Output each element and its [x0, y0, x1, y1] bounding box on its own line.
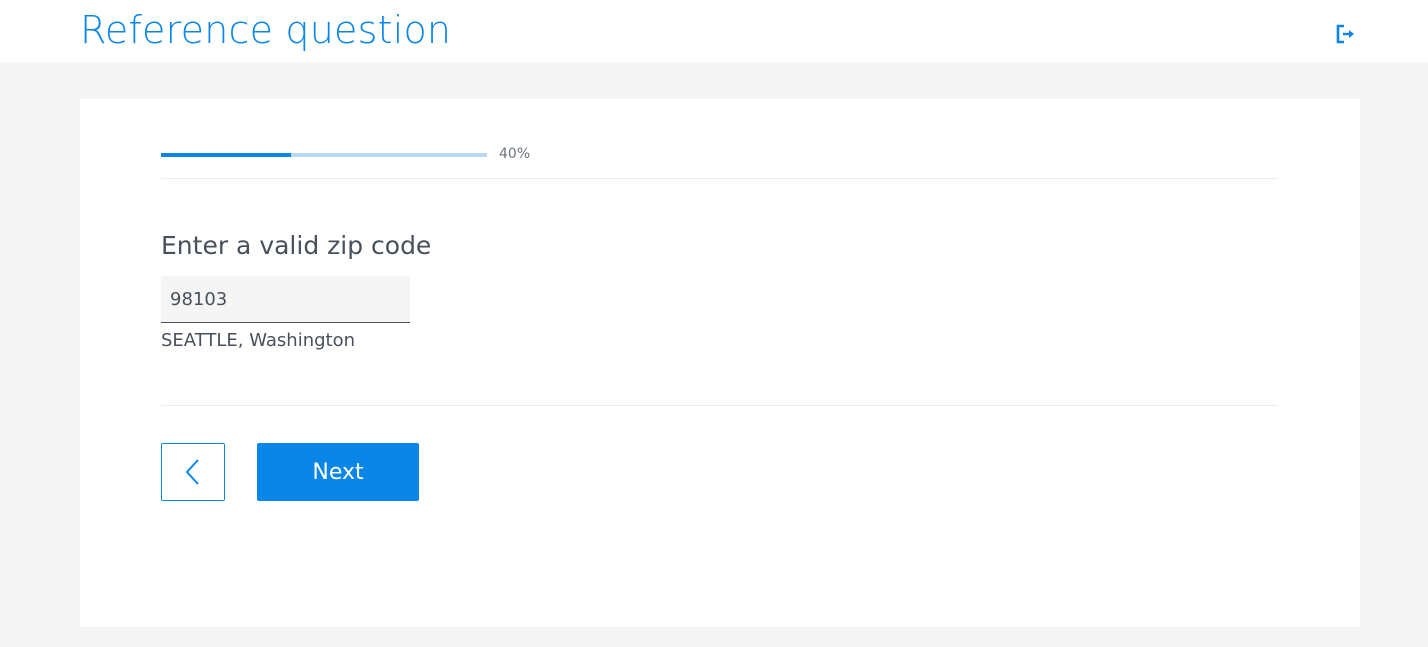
- progress-bar: [161, 153, 487, 157]
- question-card: 40% Enter a valid zip code SEATTLE, Wash…: [80, 99, 1360, 627]
- chevron-left-icon: [185, 459, 199, 485]
- next-button[interactable]: Next: [257, 443, 419, 501]
- divider: [161, 405, 1278, 406]
- exit-icon[interactable]: [1334, 22, 1358, 46]
- zip-code-input[interactable]: [161, 276, 410, 323]
- progress-fill: [161, 153, 292, 157]
- page-title: Reference question: [80, 8, 452, 52]
- location-text: SEATTLE, Washington: [161, 330, 356, 351]
- progress-label: 40%: [499, 146, 531, 162]
- divider: [161, 178, 1278, 179]
- question-label: Enter a valid zip code: [161, 231, 432, 260]
- back-button[interactable]: [161, 443, 225, 501]
- header: Reference question: [0, 0, 1428, 62]
